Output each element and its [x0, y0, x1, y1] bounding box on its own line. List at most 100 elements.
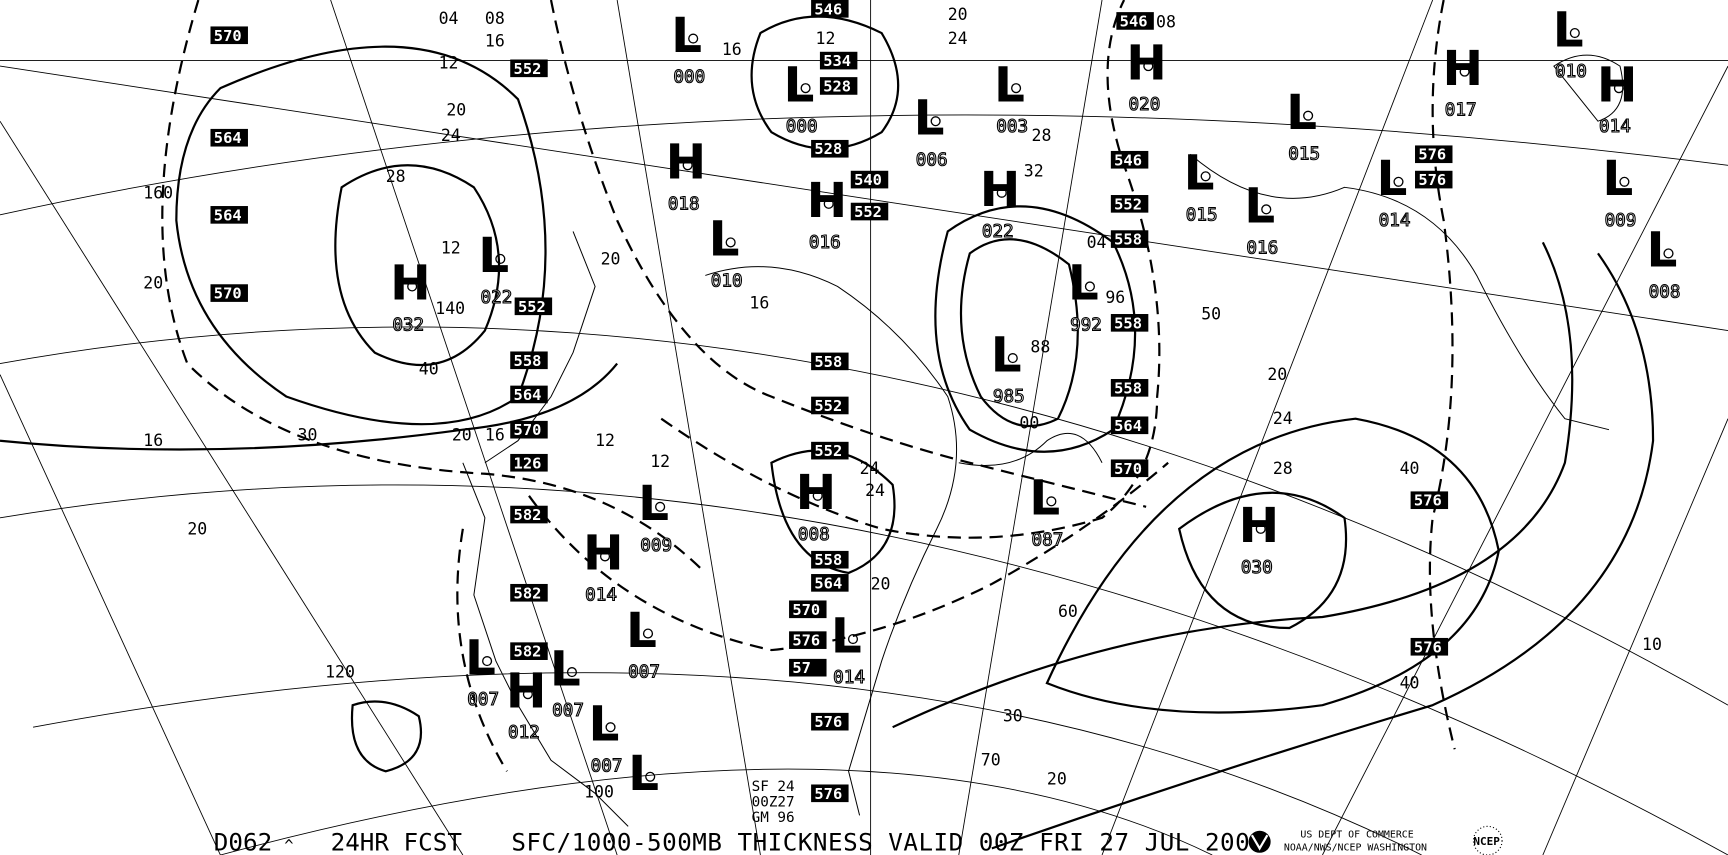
high-pressure-center: H 014 [583, 526, 624, 606]
center-value: 014 [833, 668, 865, 688]
center-value: 016 [809, 233, 841, 253]
center-marker-icon [1143, 61, 1154, 72]
svg-text:546: 546 [1114, 151, 1142, 169]
contour-label: 20 [446, 101, 466, 120]
center-letter: H [583, 526, 624, 582]
svg-text:558: 558 [814, 551, 842, 569]
center-marker-icon [812, 490, 823, 501]
thickness-label: 546 [1116, 12, 1154, 30]
center-value: 000 [673, 68, 705, 88]
thickness-label: 570 [789, 600, 827, 619]
center-value: 032 [392, 316, 424, 336]
contour-label: 20 [871, 574, 891, 593]
center-value: 007 [628, 663, 660, 683]
thickness-label: 534 [819, 51, 858, 70]
center-value: 009 [1605, 211, 1637, 231]
contour-label: 28 [1032, 126, 1052, 145]
thickness-label: 126 [510, 453, 548, 472]
center-value: 014 [1599, 117, 1631, 137]
contour-label: 120 [325, 663, 355, 682]
high-pressure-center: H 018 [666, 134, 707, 214]
center-value: 008 [1649, 282, 1681, 302]
svg-text:570: 570 [214, 27, 242, 45]
thickness-label: 582 [510, 642, 548, 661]
contour-label: 20 [143, 274, 163, 293]
center-marker-icon [482, 656, 493, 667]
contour-label: 60 [1058, 602, 1078, 621]
center-letter: H [390, 256, 431, 312]
contour-label: 30 [1003, 707, 1023, 726]
thickness-label: 576 [1415, 170, 1453, 189]
center-value: 006 [916, 150, 948, 170]
center-marker-icon [1613, 83, 1624, 94]
center-marker-icon [1569, 27, 1580, 39]
contour-label: 12 [595, 431, 615, 450]
high-pressure-center: H 012 [506, 663, 547, 743]
center-value: 007 [552, 701, 584, 721]
contour-label: 04 [439, 9, 459, 28]
thickness-label: 564 [1110, 416, 1149, 435]
run-stamp: SF 24 00Z27 GM 96 [752, 779, 795, 826]
contour-label: 24 [948, 29, 968, 48]
svg-text:558: 558 [1114, 314, 1142, 332]
center-marker-icon [522, 689, 533, 700]
center-marker-icon [642, 628, 654, 639]
contour-label: 88 [1030, 338, 1050, 357]
thickness-label: 558 [811, 550, 849, 569]
svg-text:552: 552 [1114, 195, 1142, 213]
center-marker-icon [1046, 496, 1057, 507]
svg-text:570: 570 [514, 421, 542, 439]
contour-label: 28 [1273, 459, 1293, 478]
center-marker-icon [1200, 171, 1211, 182]
thickness-label: 564 [210, 206, 248, 224]
isobars [0, 15, 1655, 850]
contour-label: 04 [1087, 233, 1107, 252]
center-letter: H [796, 465, 837, 521]
center-marker-icon [566, 667, 578, 678]
contour-label: 24 [865, 481, 885, 500]
svg-text:576: 576 [792, 632, 820, 650]
center-value: 015 [1288, 145, 1320, 165]
center-marker-icon [645, 771, 656, 782]
thickness-label: 558 [811, 352, 849, 371]
thickness-label: 540 [850, 170, 889, 189]
contour-label: 160 [143, 183, 173, 202]
thickness-label: 570 [510, 420, 548, 439]
contour-label: 08 [485, 9, 505, 28]
high-pressure-center: H 014 [1597, 57, 1638, 137]
contour-label: 140 [435, 299, 465, 318]
center-marker-icon [1007, 353, 1018, 364]
high-pressure-center: H 016 [807, 173, 848, 253]
thickness-lines [161, 0, 1456, 772]
thickness-label: 576 [789, 631, 827, 650]
center-letter: H [1239, 498, 1280, 554]
center-letter: H [980, 162, 1021, 218]
thickness-label: 570 [210, 26, 248, 45]
high-pressure-center: H 017 [1443, 41, 1484, 121]
svg-text:564: 564 [1114, 417, 1142, 435]
thickness-label: 552 [514, 297, 553, 316]
center-letter: H [1126, 35, 1167, 91]
center-marker-icon [800, 83, 811, 94]
center-value: 003 [996, 117, 1028, 137]
center-value: 010 [711, 271, 743, 291]
center-marker-icon [1011, 83, 1022, 94]
svg-text:564: 564 [214, 206, 242, 224]
center-value: 015 [1186, 205, 1218, 225]
svg-text:570: 570 [1114, 460, 1142, 478]
contour-label: 20 [187, 519, 207, 538]
svg-text:582: 582 [514, 506, 542, 524]
thickness-label: 564 [510, 385, 548, 404]
thickness-label: 528 [811, 139, 849, 158]
coastlines [462, 54, 1624, 827]
thickness-label: 552 [811, 396, 849, 415]
thickness-label: 576 [1410, 491, 1449, 510]
contour-label: 10 [1642, 635, 1662, 654]
svg-text:564: 564 [814, 574, 842, 592]
